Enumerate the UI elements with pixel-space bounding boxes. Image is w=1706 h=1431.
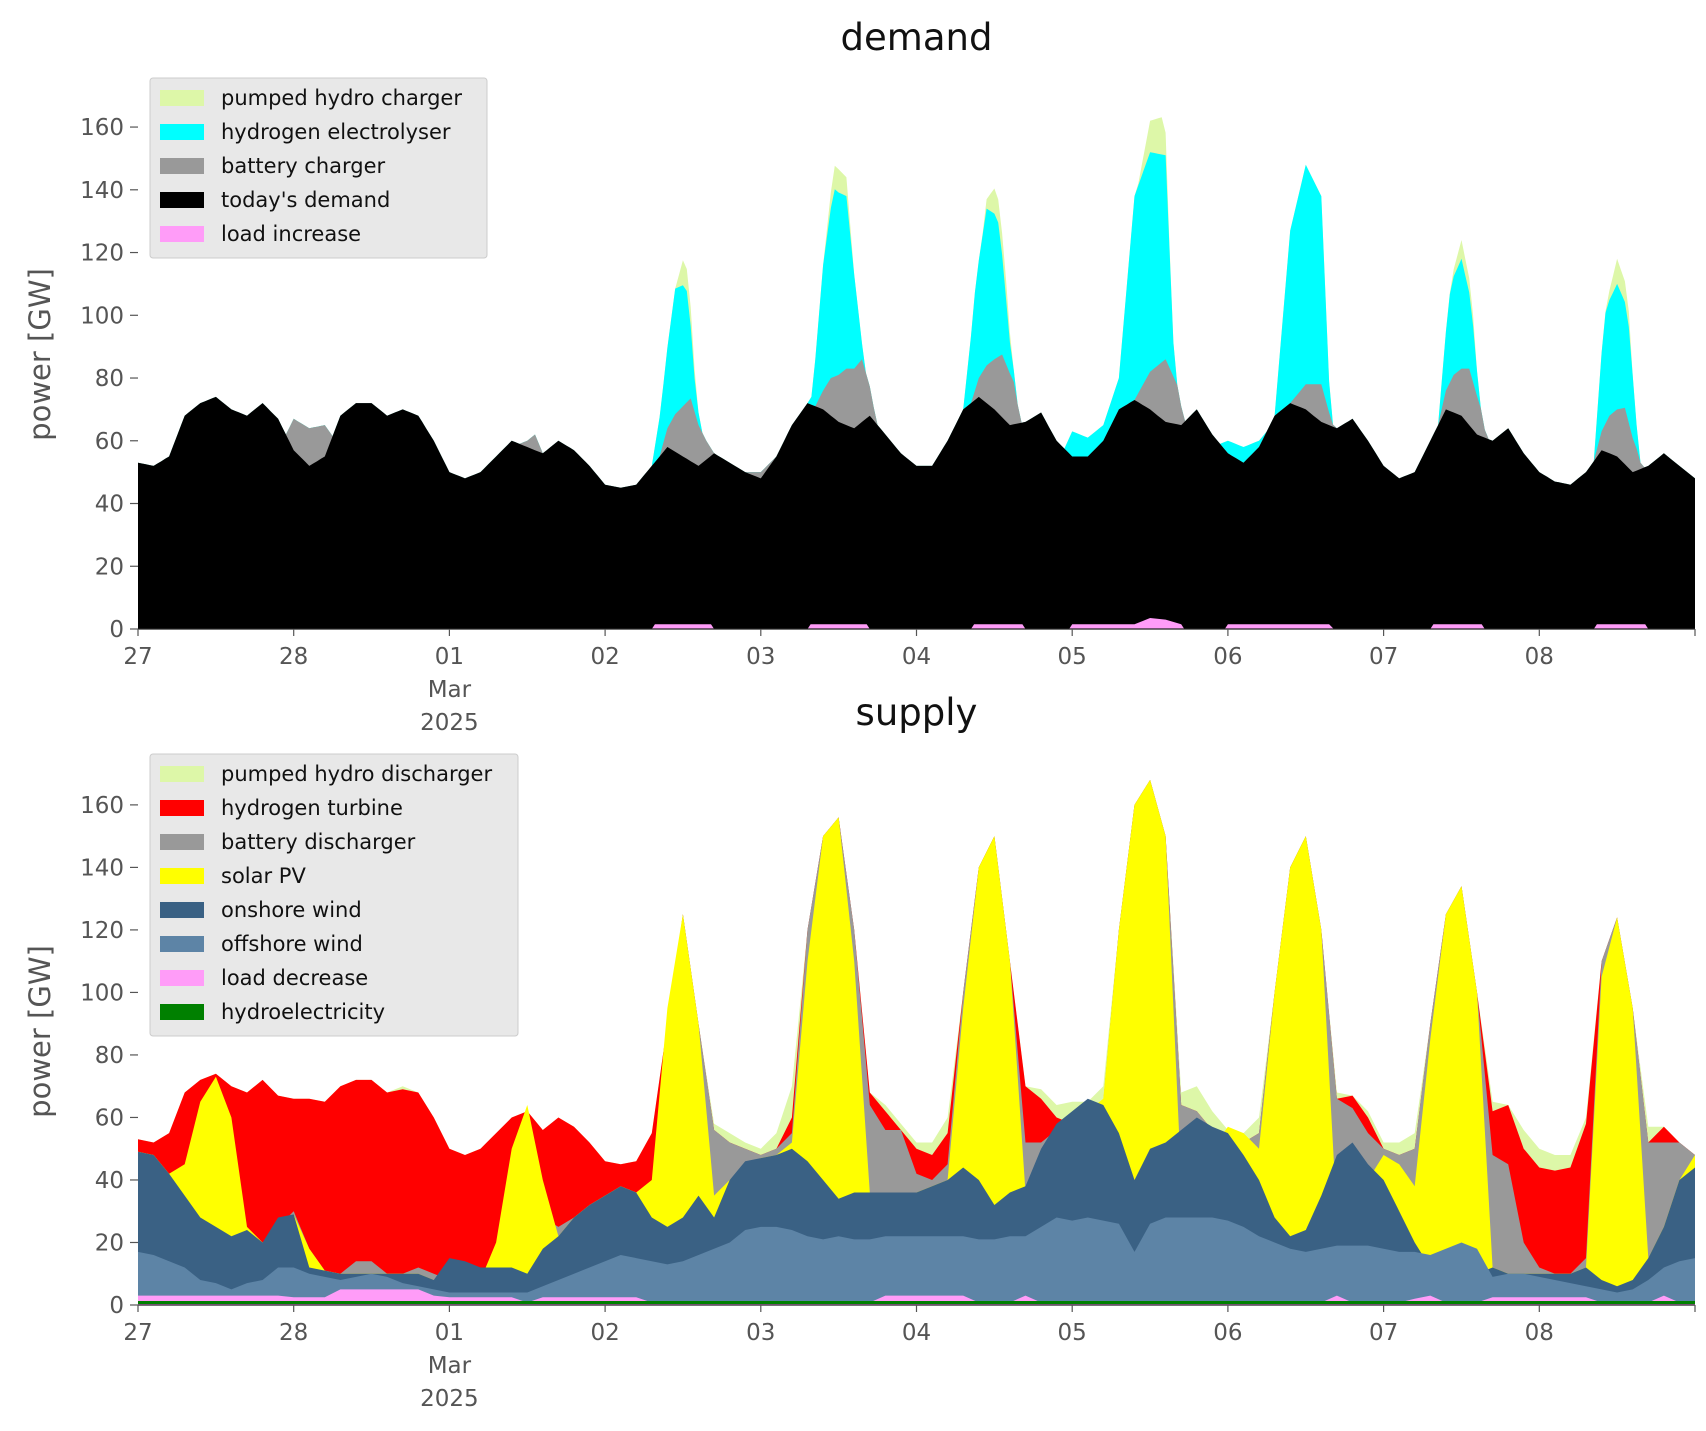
legend-label: today's demand — [221, 188, 390, 212]
series-area-load-increase — [651, 618, 1649, 629]
x-tick-label: 28 — [279, 644, 308, 670]
x-year-label: 2025 — [420, 1386, 479, 1412]
legend-label: battery discharger — [221, 830, 416, 854]
x-tick-label: 05 — [1058, 644, 1087, 670]
x-tick-label: 27 — [123, 1320, 152, 1346]
y-axis-label: power [GW] — [23, 268, 57, 441]
y-tick-label: 20 — [95, 554, 124, 580]
legend-swatch — [160, 158, 204, 174]
y-tick-label: 160 — [80, 793, 124, 819]
x-tick-label: 01 — [435, 1320, 464, 1346]
legend-label: load increase — [221, 222, 361, 246]
x-axis: 27 28 01 02 03 04 05 06 07 08 Mar 2025 — [123, 629, 1696, 736]
legend-label: hydroelectricity — [221, 1000, 385, 1024]
series-area-offshore-wind — [138, 1217, 1695, 1305]
legend-swatch — [160, 902, 204, 918]
series-area-solar-pv — [138, 779, 1695, 1305]
x-tick-label: 03 — [746, 1320, 775, 1346]
y-tick-label: 140 — [80, 855, 124, 881]
x-tick-label: 07 — [1369, 1320, 1398, 1346]
y-tick-label: 0 — [109, 617, 124, 643]
series-area-hydroelectricity — [138, 1300, 1695, 1304]
legend-label: solar PV — [221, 864, 306, 888]
series-area-todays-demand — [138, 396, 1695, 629]
legend-label: battery charger — [221, 154, 386, 178]
x-tick-label: 04 — [902, 1320, 931, 1346]
series-area-load-decrease — [138, 1289, 1695, 1305]
x-tick-label: 05 — [1058, 1320, 1087, 1346]
legend-label: pumped hydro discharger — [221, 762, 492, 786]
y-tick-label: 20 — [95, 1230, 124, 1256]
y-tick-label: 80 — [95, 1043, 124, 1069]
y-tick-label: 40 — [95, 492, 124, 518]
legend-swatch — [160, 800, 204, 816]
x-tick-label: 06 — [1213, 644, 1242, 670]
x-year-label: 2025 — [420, 710, 479, 736]
legend-swatch — [160, 766, 204, 782]
y-tick-label: 0 — [109, 1293, 124, 1319]
legend-swatch — [160, 1004, 204, 1020]
legend-swatch — [160, 226, 204, 242]
x-month-label: Mar — [428, 677, 472, 703]
x-tick-label: 04 — [902, 644, 931, 670]
y-axis: 0 20 40 60 80 100 120 140 160 — [80, 115, 138, 643]
y-tick-label: 120 — [80, 918, 124, 944]
y-tick-label: 120 — [80, 241, 124, 267]
x-tick-label: 03 — [746, 644, 775, 670]
y-tick-label: 140 — [80, 178, 124, 204]
x-tick-label: 06 — [1213, 1320, 1242, 1346]
legend-label: offshore wind — [221, 932, 363, 956]
legend-swatch — [160, 834, 204, 850]
y-tick-label: 40 — [95, 1168, 124, 1194]
x-tick-label: 01 — [435, 644, 464, 670]
legend-label: load decrease — [221, 966, 368, 990]
legend-swatch — [160, 192, 204, 208]
legend-swatch — [160, 124, 204, 140]
legend-box — [149, 77, 488, 259]
x-month-label: Mar — [428, 1353, 472, 1379]
y-tick-label: 160 — [80, 115, 124, 141]
x-tick-label: 08 — [1525, 644, 1554, 670]
y-tick-label: 100 — [80, 980, 124, 1006]
legend-swatch — [160, 868, 204, 884]
legend: pumped hydro charger hydrogen electrolyse… — [149, 77, 488, 259]
chart-title: demand — [841, 16, 993, 59]
series-areas — [138, 117, 1695, 630]
x-tick-label: 07 — [1369, 644, 1398, 670]
legend-label: pumped hydro charger — [221, 86, 462, 110]
x-tick-label: 28 — [279, 1320, 308, 1346]
x-axis: 27 28 01 02 03 04 05 06 07 08 Mar 2025 — [123, 1305, 1696, 1412]
y-tick-label: 60 — [95, 429, 124, 455]
y-axis: 0 20 40 60 80 100 120 140 160 — [80, 793, 138, 1319]
legend-box — [149, 753, 519, 1037]
legend-label: hydrogen turbine — [221, 796, 403, 820]
x-tick-label: 02 — [590, 1320, 619, 1346]
legend-label: onshore wind — [221, 898, 362, 922]
x-tick-label: 27 — [123, 644, 152, 670]
y-tick-label: 60 — [95, 1105, 124, 1131]
legend-swatch — [160, 970, 204, 986]
legend: pumped hydro discharger hydrogen turbine b… — [149, 753, 519, 1037]
x-tick-label: 08 — [1525, 1320, 1554, 1346]
y-tick-label: 100 — [80, 303, 124, 329]
x-tick-label: 02 — [590, 644, 619, 670]
y-axis-label: power [GW] — [23, 945, 57, 1118]
y-tick-label: 80 — [95, 366, 124, 392]
series-areas — [138, 779, 1695, 1305]
legend-label: hydrogen electrolyser — [221, 120, 451, 144]
legend-swatch — [160, 90, 204, 106]
legend-swatch — [160, 936, 204, 952]
chart-title: supply — [856, 691, 978, 734]
